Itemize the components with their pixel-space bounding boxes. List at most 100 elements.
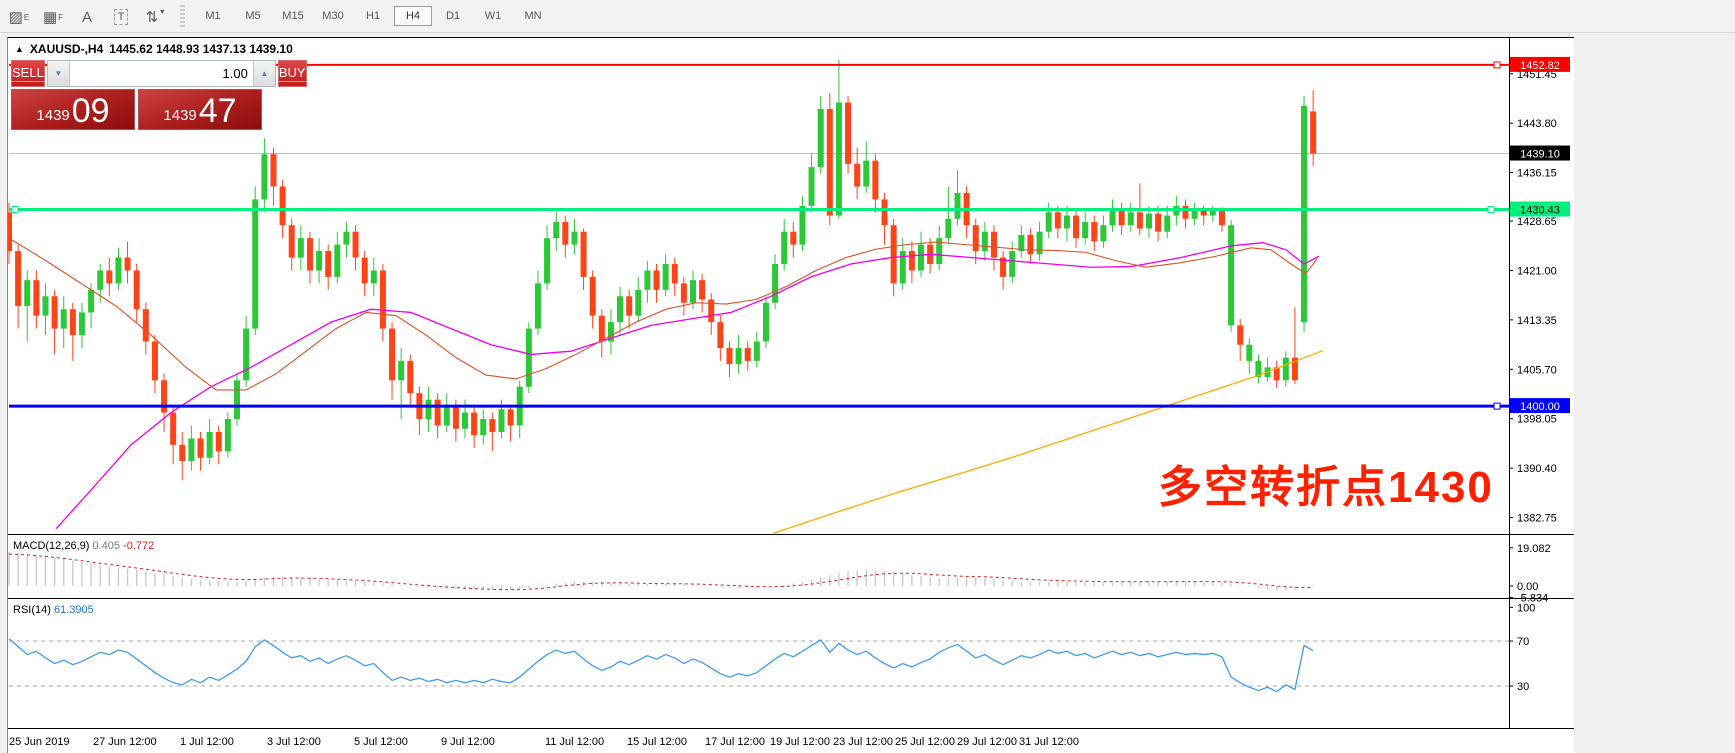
buy-price-small: 1439 <box>163 107 197 124</box>
candle-body <box>60 309 67 329</box>
time-axis-label: 25 Jun 2019 <box>9 736 70 748</box>
collapse-panel-icon[interactable]: ▲ <box>15 44 24 54</box>
candle-body <box>1018 234 1025 252</box>
candle-body <box>525 328 532 387</box>
candle-body <box>845 102 852 164</box>
timeframe-toolbar: M1 M5 M15 M30 H1 H4 D1 W1 MN <box>193 6 553 26</box>
toolbar-drag-handle[interactable] <box>180 5 185 27</box>
candle-body <box>389 328 396 381</box>
candle-body <box>261 154 268 200</box>
candle-body <box>1063 215 1070 229</box>
line-handle[interactable] <box>1493 402 1501 410</box>
candle-body <box>553 222 560 239</box>
time-axis-label: 1 Jul 12:00 <box>180 736 234 748</box>
tab-timeframe-m30[interactable]: M30 <box>322 10 344 22</box>
candle-body <box>78 312 85 336</box>
candle-body <box>1027 234 1034 255</box>
price-axis-label: 1382.75 <box>1517 513 1557 525</box>
volume-down-icon[interactable]: ▼ <box>47 61 70 86</box>
label-icon[interactable]: T <box>106 4 136 28</box>
candle-body <box>1009 251 1016 277</box>
candle-body <box>1218 211 1225 226</box>
candle-body <box>1200 209 1207 216</box>
volume-up-icon[interactable]: ▲ <box>252 61 275 86</box>
price-axis-label: 1421.00 <box>1517 265 1557 277</box>
candle-body <box>215 431 222 452</box>
candle-body <box>69 309 76 336</box>
candle-body <box>744 347 751 361</box>
buy-button[interactable]: BUY <box>277 60 307 87</box>
candle-body <box>899 251 906 284</box>
arrange-icon[interactable]: ⇅ ▾ <box>145 7 165 26</box>
candle-body <box>945 218 952 239</box>
volume-input[interactable] <box>69 61 253 86</box>
macd-signal-value: -0.772 <box>123 540 155 552</box>
price-axis-label: 1436.15 <box>1517 168 1557 180</box>
candle-body <box>325 251 332 277</box>
text-icon[interactable]: A <box>81 9 92 26</box>
candle-body <box>1054 212 1061 229</box>
time-axis-label: 23 Jul 12:00 <box>833 736 893 748</box>
line-handle[interactable] <box>11 206 19 214</box>
candle-body <box>972 225 979 252</box>
candle-body <box>51 296 58 329</box>
candle-body <box>106 270 113 284</box>
candle-body <box>1182 205 1189 219</box>
time-axis-label: 15 Jul 12:00 <box>627 736 687 748</box>
tab-timeframe-m5[interactable]: M5 <box>245 10 261 22</box>
candle-body <box>881 199 888 226</box>
chart-annotation-text[interactable]: 多空转折点1430 <box>1158 463 1494 512</box>
tab-timeframe-m1[interactable]: M1 <box>205 10 221 22</box>
candle-body <box>124 257 131 271</box>
candle-body <box>717 322 724 348</box>
line-handle[interactable] <box>1493 61 1501 69</box>
candle-body <box>24 280 31 306</box>
candle-body <box>1228 225 1235 326</box>
candle-body <box>443 406 450 426</box>
candle-body <box>680 283 687 303</box>
candle-body <box>42 296 49 316</box>
ohlc-readout: 1445.62 1448.93 1437.13 1439.10 <box>109 42 293 56</box>
sell-price-quote[interactable]: 1439 09 <box>11 89 135 130</box>
candle-body <box>1273 367 1280 381</box>
candle-body <box>489 419 496 432</box>
candle-body <box>762 302 769 342</box>
candle-body <box>735 347 742 365</box>
candle-body <box>234 380 240 420</box>
candle-body <box>352 231 359 258</box>
candle-body <box>1045 212 1052 232</box>
candle-body <box>589 276 596 316</box>
time-axis-label: 3 Jul 12:00 <box>267 736 321 748</box>
macd-signal-line <box>8 553 1314 591</box>
candle-body <box>471 412 478 436</box>
candle-body <box>1291 357 1298 381</box>
tab-timeframe-mn[interactable]: MN <box>524 10 542 22</box>
price-badge <box>1510 145 1570 161</box>
candle-body <box>142 309 149 342</box>
chart-plot[interactable]: 1451.451443.801436.151428.651421.001413.… <box>8 38 1574 753</box>
tab-timeframe-d1[interactable]: D1 <box>445 10 461 22</box>
candle-body <box>270 154 277 187</box>
time-axis-label: 5 Jul 12:00 <box>354 736 408 748</box>
grid-icon[interactable]: ▦ F <box>42 9 64 26</box>
time-axis-label: 29 Jul 12:00 <box>957 736 1017 748</box>
price-badge-label: 1400.00 <box>1520 401 1560 413</box>
price-badge-label: 1430.43 <box>1520 205 1560 217</box>
line-handle[interactable] <box>1487 206 1495 214</box>
tab-timeframe-h1[interactable]: H1 <box>365 10 381 22</box>
candle-body <box>407 360 414 394</box>
indicators-icon[interactable]: ▨ E <box>8 9 30 26</box>
tab-timeframe-m15[interactable]: M15 <box>282 10 304 22</box>
sell-button[interactable]: SELL <box>11 60 45 87</box>
candle-body <box>1073 215 1080 239</box>
sell-price-big: 09 <box>71 92 110 130</box>
candle-body <box>15 251 22 306</box>
tab-timeframe-h4[interactable]: H4 <box>394 6 432 26</box>
price-badge <box>1510 56 1570 72</box>
candle-body <box>498 409 505 432</box>
candle-body <box>1109 209 1116 226</box>
candle-body <box>808 167 815 206</box>
buy-price-quote[interactable]: 1439 47 <box>138 89 262 130</box>
tab-timeframe-w1[interactable]: W1 <box>484 10 502 22</box>
